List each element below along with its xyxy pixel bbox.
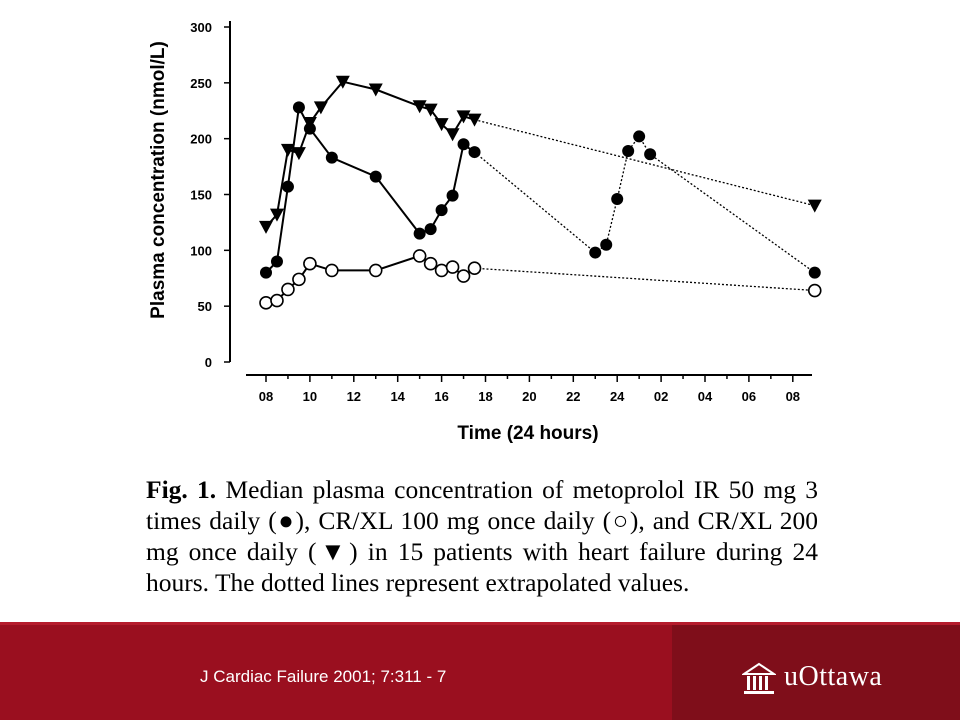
filled-circle-marker [611,192,624,205]
chart-axes [229,21,812,376]
triangle-down-marker [269,208,284,222]
triangle-down-marker [456,110,471,124]
y-axis-ticks: 0 50 100 150 200 250 300 [190,20,230,370]
triangle-down-marker [412,100,427,114]
filled-circle-marker [622,144,635,157]
filled-circle-marker [446,189,459,202]
open-circle-marker [456,269,471,283]
figure-caption: Fig. 1. Median plasma concentration of m… [146,474,818,598]
y-tick-label: 200 [190,132,212,147]
triangle-down-marker [291,147,306,161]
open-circle-marker [303,256,317,271]
triangle-down-marker [280,143,295,157]
filled-circle-marker [413,227,426,240]
y-tick-label: 50 [198,299,212,314]
x-tick-label: 20 [522,389,536,404]
triangle-down-marker [313,101,328,115]
open-circle-marker [467,261,482,276]
x-tick-label: 16 [434,389,448,404]
footer-logo-panel [672,622,960,720]
filled-circle-marker [600,238,613,251]
filled-circle-marker [424,223,437,236]
series-line-dotted [474,267,815,292]
filled-circle-marker [435,204,448,217]
filled-circle-marker [325,151,338,164]
y-tick-label: 150 [190,188,212,203]
x-tick-label: 08 [259,389,273,404]
triangle-down-marker [423,103,438,117]
figure-caption-text: Median plasma concentration of metoprolo… [146,475,818,597]
filled-circle-marker [633,130,646,143]
y-tick-label: 300 [190,20,212,35]
triangle-down-marker [434,118,449,132]
filled-circle-marker [589,246,602,259]
open-circle-marker [325,263,339,278]
triangle-down-marker [259,220,273,234]
open-circle-marker [368,263,383,278]
filled-circle-marker [270,255,283,268]
triangle-down-marker [807,199,822,213]
filled-circle-marker [468,146,481,159]
x-tick-label: 08 [786,389,800,404]
logo-text: uOttawa [784,661,883,692]
filled-circle-marker [260,266,272,279]
filled-circle-marker [457,138,470,151]
x-axis-label: Time (24 hours) [457,423,598,444]
triangle-down-marker [467,113,482,127]
filled-circle-marker [292,101,305,114]
y-tick-label: 100 [190,243,212,258]
filled-circle-marker [369,170,382,183]
series-line-solid [265,104,476,274]
x-tick-label: 04 [698,389,713,404]
series-line-dotted [474,135,816,274]
x-tick-label: 14 [390,389,405,404]
open-circle-marker [292,272,306,287]
filled-circle-marker [808,266,821,279]
filled-circle-marker [644,148,657,161]
triangle-down-marker [302,117,317,131]
open-circle-marker [412,249,427,263]
x-tick-label: 18 [478,389,492,404]
y-tick-label: 0 [205,355,212,370]
triangle-down-marker [335,75,350,89]
footer-bar: J Cardiac Failure 2001; 7:311 - 7 uOttaw… [0,622,960,720]
university-building-icon [742,662,776,694]
filled-circle-marker [281,180,294,193]
x-tick-label: 12 [347,389,361,404]
uottawa-logo: uOttawa [740,658,920,702]
x-tick-label: 06 [742,389,756,404]
x-tick-label: 24 [610,389,625,404]
open-circle-marker [281,282,295,297]
x-tick-label: 10 [303,389,317,404]
y-tick-label: 250 [190,76,212,91]
series-lines [265,80,816,304]
x-tick-label: 02 [654,389,668,404]
open-circle-marker [434,263,449,278]
triangle-down-marker [368,83,383,97]
x-tick-label: 22 [566,389,580,404]
open-circle-marker [270,293,284,308]
open-circle-marker [445,260,460,274]
open-circle-marker [423,256,438,271]
series-line-dotted [474,119,815,207]
open-circle-marker [259,296,273,310]
triangle-down-marker [445,128,460,142]
figure-caption-label: Fig. 1. [146,475,217,504]
footer-citation-panel: J Cardiac Failure 2001; 7:311 - 7 [0,622,672,720]
open-circle-marker [807,283,822,298]
series-markers [259,75,822,310]
citation-text: J Cardiac Failure 2001; 7:311 - 7 [200,667,447,686]
x-axis-ticks: 08 10 12 14 16 18 20 22 24 02 04 06 08 [259,375,800,404]
y-axis-label: Plasma concentration (nmol/L) [148,41,169,319]
